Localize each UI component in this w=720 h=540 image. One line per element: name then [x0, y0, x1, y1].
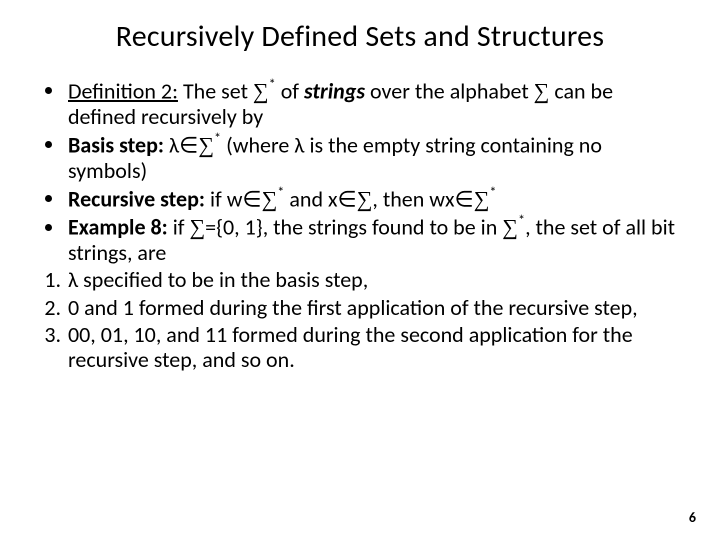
em-strings: strings: [304, 77, 365, 104]
list-item: λ specified to be in the basis step,: [66, 267, 682, 292]
slide-title: Recursively Defined Sets and Structures: [38, 18, 682, 55]
text: , then wx: [372, 185, 454, 212]
sigma-icon: ∑: [534, 78, 550, 103]
sigma-icon: ∑: [502, 215, 518, 240]
sigma-icon: ∑: [262, 186, 278, 211]
example-item: Example 8: if ∑={0, 1}, the strings foun…: [66, 213, 682, 265]
definition-lead: Definition 2:: [68, 77, 178, 104]
text: if w: [205, 185, 242, 212]
sigma-icon: ∑: [253, 78, 269, 103]
star-sup: *: [277, 183, 284, 201]
lambda: λ: [169, 131, 179, 158]
text: and x: [284, 185, 337, 212]
example-lead: Example 8:: [68, 214, 168, 241]
text: ={0, 1}, the strings found to be in: [205, 214, 502, 241]
star-sup: *: [518, 211, 525, 229]
bullet-block-2: Example 8: if ∑={0, 1}, the strings foun…: [38, 213, 682, 265]
sigma-icon: ∑: [189, 215, 205, 240]
star-sup: *: [489, 183, 496, 201]
star-sup: *: [214, 129, 221, 147]
in-icon: ∈: [455, 186, 474, 211]
numbered-block: λ specified to be in the basis step, 0 a…: [38, 267, 682, 372]
sigma-icon: ∑: [357, 186, 373, 211]
sigma-icon: ∑: [198, 132, 214, 157]
text: if: [168, 214, 190, 241]
in-icon: ∈: [179, 132, 198, 157]
in-icon: ∈: [338, 186, 357, 211]
star-sup: *: [269, 75, 276, 93]
basis-step-item: Basis step: λ∈∑* (where λ is the empty s…: [66, 131, 682, 183]
in-icon: ∈: [242, 186, 261, 211]
text: of: [276, 77, 304, 104]
slide: Recursively Defined Sets and Structures …: [0, 0, 720, 540]
basis-lead: Basis step:: [68, 131, 164, 158]
list-item: 0 and 1 formed during the first applicat…: [66, 295, 682, 320]
text: over the alphabet: [365, 77, 534, 104]
recursive-lead: Recursive step:: [68, 185, 205, 212]
definition-item: Definition 2: The set ∑* of strings over…: [66, 77, 682, 129]
page-number: 6: [689, 509, 696, 526]
recursive-step-item: Recursive step: if w∈∑* and x∈∑, then wx…: [66, 185, 682, 212]
text: The set: [178, 77, 253, 104]
bullet-block-1: Definition 2: The set ∑* of strings over…: [38, 77, 682, 211]
sigma-icon: ∑: [474, 186, 490, 211]
list-item: 00, 01, 10, and 11 formed during the sec…: [66, 322, 682, 373]
